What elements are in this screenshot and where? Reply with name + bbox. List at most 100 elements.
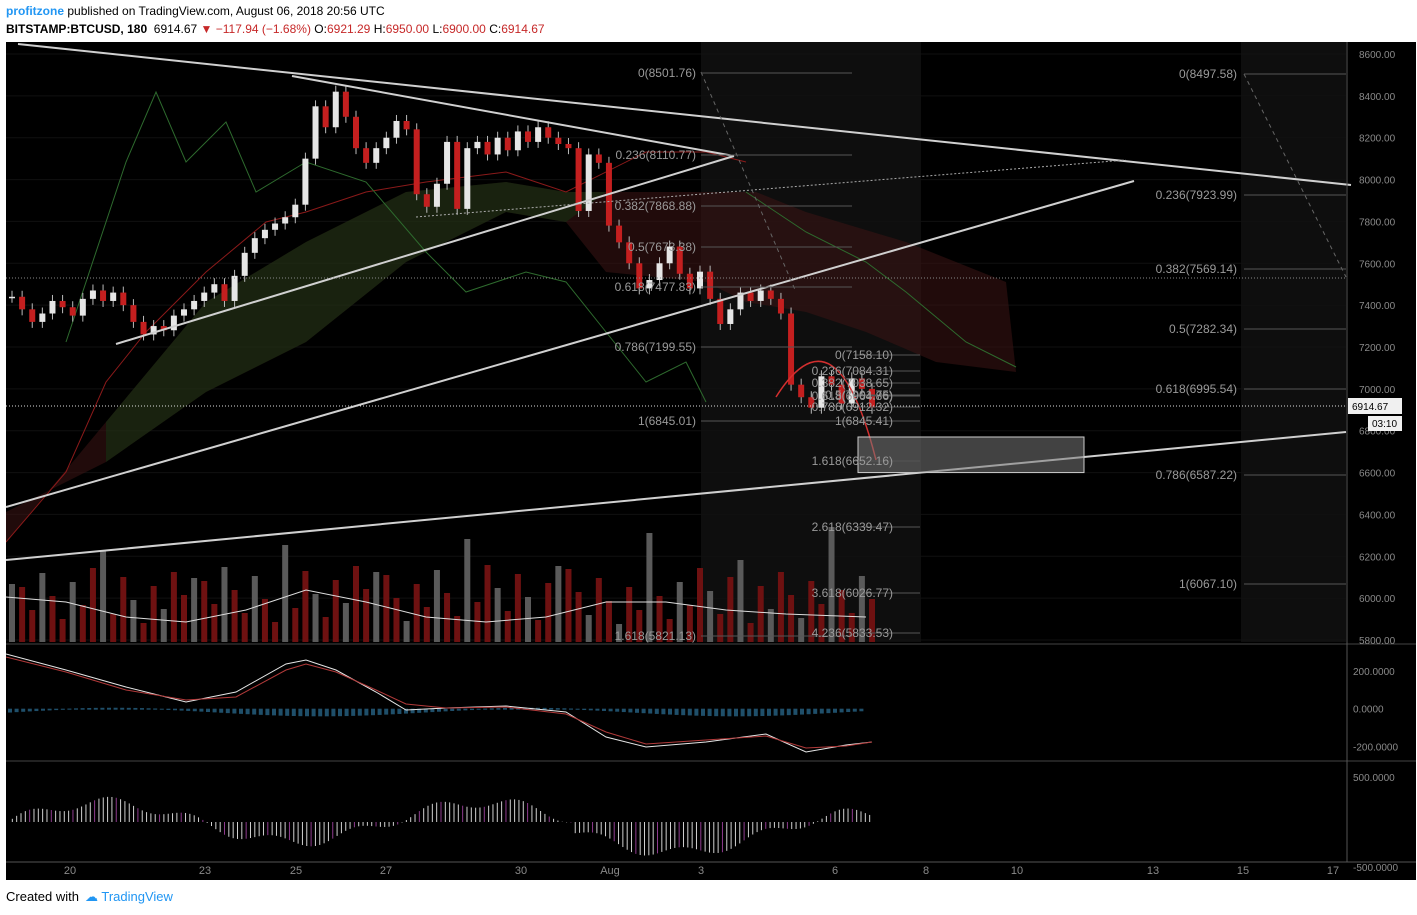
candle-body [454,141,461,209]
macd-histogram-bar [635,708,639,713]
candle-body [788,313,795,385]
price-tick-label: 8200.00 [1359,134,1396,145]
time-tick-label: 23 [199,865,211,877]
volume-bar [342,603,349,642]
macd-histogram-bar [252,708,257,715]
macd-histogram-bar [687,708,692,716]
candle-body [464,148,471,209]
candle-body [757,290,764,301]
fib-level-label: 0.5(7673.38) [628,240,696,254]
volume-bar [79,605,86,642]
volume-bar [181,595,187,642]
price-chart[interactable]: 0(8501.76) 0.236(8110.77) 0.382(7868.88) 0.… [6,42,1416,880]
macd-line [6,653,873,753]
volume-bar [555,566,562,642]
macd-histogram-bar [344,708,349,717]
fib-level-label: 2.618(6339.47) [812,520,893,534]
dotted-trendline [415,159,1127,218]
macd-histogram-bar [364,708,369,716]
time-tick-label: 8 [923,865,929,877]
macd-histogram-bar [120,707,125,710]
macd-histogram-bar [595,708,600,711]
candle-body [170,315,177,331]
author-name[interactable]: profitzone [6,4,64,18]
price-tick-label: 6000.00 [1359,594,1396,605]
volume-bar [818,604,825,642]
signal-line [6,656,873,749]
macd-histogram-bar [793,708,798,715]
created-with-label: Created with [6,889,79,904]
macd-histogram-bar [87,707,92,710]
tradingview-link[interactable]: TradingView [101,889,173,904]
macd-histogram-bar [417,708,422,713]
candle-body [241,252,248,276]
candle-body [636,263,643,289]
macd-histogram-bar [615,708,620,712]
candle-body [656,263,663,281]
macd-histogram-bar [93,707,98,710]
macd-histogram-bar [357,708,362,716]
volume-bar [363,589,370,642]
macd-histogram-bar [753,708,758,717]
candle-body [201,292,208,301]
candle-body [282,217,289,224]
fib-level-label: 0.382(7038.65) [812,376,893,390]
change-down-icon: ▼ [200,22,213,36]
volume-bar [484,565,491,642]
candle-body [798,384,805,398]
time-tick-label: 6 [832,865,838,877]
volume-bar [9,584,15,642]
macd-histogram-bar [206,708,210,712]
candle-body [353,116,359,149]
close-label: C: [489,22,502,36]
price-tick-label: 7400.00 [1359,301,1396,312]
osc-tick-label: 200.0000 [1353,667,1395,678]
volume-bar [59,619,66,642]
macd-histogram-bar [602,708,606,711]
macd-histogram-bar [285,708,290,716]
candle-body [828,376,835,385]
macd-histogram-bar [714,708,719,717]
macd-histogram-bar [859,708,864,712]
candle-body [89,290,96,299]
macd-histogram-bar [813,708,818,714]
macd-histogram-bar [232,708,237,714]
macd-histogram-bar [113,707,118,710]
tradingview-cloud-icon[interactable]: ☁ [84,889,98,904]
candle-body [676,246,683,274]
fib-level-label: 0.618(7477.83) [615,280,696,294]
price-tick-label: 7600.00 [1359,259,1396,270]
volume-bar [282,545,289,642]
macd-histogram-bar [661,708,666,715]
volume-bar [302,571,309,642]
trendline [17,43,1352,186]
candle-body [686,273,693,289]
price-tick-label: 5800.00 [1359,636,1396,647]
volume-bar [312,594,319,642]
macd-histogram-bar [740,708,745,717]
symbol-label: BITSTAMP:BTCUSD, 180 [6,22,148,36]
volume-bar [707,591,714,642]
fib-level-label: 0.786(7199.55) [615,340,696,354]
cloud-edge-line [6,151,747,543]
fib-level-label: 0.236(7084.31) [812,364,893,378]
candle-body [393,120,400,138]
volume-bar [403,621,410,642]
macd-histogram-bar [450,708,455,711]
macd-histogram-bar [74,708,78,710]
volume-bar [616,624,623,642]
volume-bar [535,620,542,642]
macd-histogram-bar [146,708,151,710]
fib-level-label: 0.618(6995.54) [1156,382,1237,396]
volume-bar [423,607,430,642]
candle-body [717,298,724,324]
candle-body [322,106,329,128]
volume-bar [413,584,420,642]
macd-histogram-bar [549,707,554,710]
volume-bar [49,596,56,642]
fib-level-label: 0.236(8110.77) [615,148,696,162]
time-tick-label: 20 [64,865,76,877]
macd-histogram-bar [27,708,32,712]
macd-histogram-bar [272,708,276,716]
candle-body [858,378,865,389]
